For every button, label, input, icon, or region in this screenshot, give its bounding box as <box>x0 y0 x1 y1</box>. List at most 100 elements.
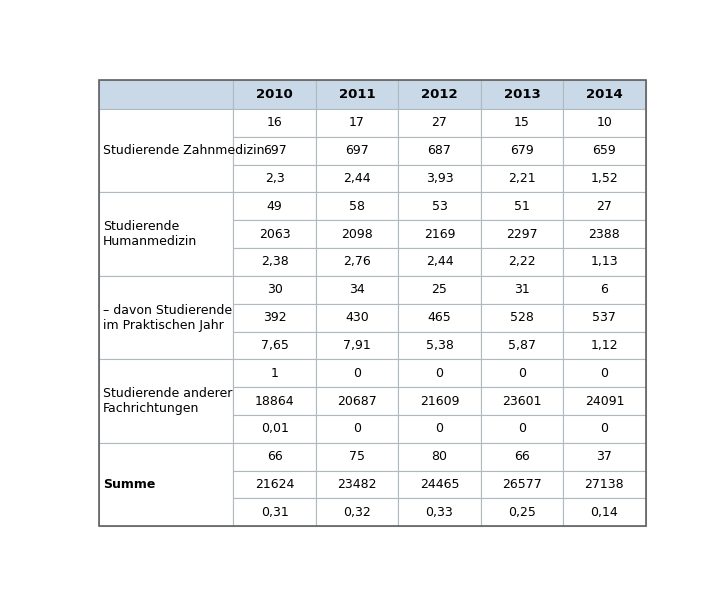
Bar <box>563 304 645 332</box>
Text: 2,3: 2,3 <box>265 172 285 185</box>
Text: 0,33: 0,33 <box>425 506 453 519</box>
Text: 0,14: 0,14 <box>590 506 619 519</box>
Text: 75: 75 <box>349 450 365 463</box>
Bar <box>481 443 563 470</box>
Bar <box>481 387 563 415</box>
Bar <box>399 109 481 137</box>
Text: 21609: 21609 <box>420 395 460 407</box>
Bar <box>316 80 399 109</box>
Bar <box>233 499 316 526</box>
Text: – davon Studierende
im Praktischen Jahr: – davon Studierende im Praktischen Jahr <box>103 304 232 332</box>
Text: 21624: 21624 <box>255 478 294 491</box>
Text: 0: 0 <box>436 422 444 436</box>
Text: 6: 6 <box>600 283 608 296</box>
Bar <box>99 109 233 193</box>
Text: 0: 0 <box>353 367 361 380</box>
Text: Studierende anderer
Fachrichtungen: Studierende anderer Fachrichtungen <box>103 387 232 415</box>
Bar <box>563 80 645 109</box>
Text: 20687: 20687 <box>337 395 377 407</box>
Bar <box>563 109 645 137</box>
Text: 34: 34 <box>349 283 365 296</box>
Text: 0: 0 <box>353 422 361 436</box>
Bar <box>233 443 316 470</box>
Bar <box>563 164 645 193</box>
Bar <box>563 276 645 304</box>
Text: 1,12: 1,12 <box>591 339 619 352</box>
Bar <box>233 304 316 332</box>
Text: 27: 27 <box>431 116 447 130</box>
Bar <box>399 193 481 220</box>
Text: 0: 0 <box>518 367 526 380</box>
Text: 659: 659 <box>592 144 616 157</box>
Text: 0,25: 0,25 <box>508 506 536 519</box>
Bar <box>316 470 399 499</box>
Text: 26577: 26577 <box>502 478 542 491</box>
Text: 31: 31 <box>514 283 530 296</box>
Bar <box>399 470 481 499</box>
Bar <box>399 359 481 387</box>
Text: 23482: 23482 <box>338 478 377 491</box>
Text: 5,87: 5,87 <box>508 339 536 352</box>
Bar <box>316 193 399 220</box>
Bar <box>481 80 563 109</box>
Bar <box>399 443 481 470</box>
Text: 27: 27 <box>597 200 612 213</box>
Text: 2014: 2014 <box>586 88 623 101</box>
Bar <box>316 304 399 332</box>
Text: 1,52: 1,52 <box>590 172 619 185</box>
Bar <box>399 276 481 304</box>
Text: 2,22: 2,22 <box>508 256 536 268</box>
Bar <box>99 80 233 109</box>
Bar <box>316 332 399 359</box>
Text: 0,01: 0,01 <box>261 422 288 436</box>
Bar <box>563 415 645 443</box>
Bar <box>399 80 481 109</box>
Bar <box>399 164 481 193</box>
Text: 687: 687 <box>428 144 452 157</box>
Text: 5,38: 5,38 <box>425 339 454 352</box>
Bar <box>316 443 399 470</box>
Bar <box>563 332 645 359</box>
Text: 0,32: 0,32 <box>343 506 371 519</box>
Bar <box>481 332 563 359</box>
Text: 2063: 2063 <box>258 227 290 241</box>
Bar <box>316 276 399 304</box>
Bar <box>233 137 316 164</box>
Bar <box>563 359 645 387</box>
Text: 2011: 2011 <box>339 88 375 101</box>
Bar <box>481 193 563 220</box>
Bar <box>233 109 316 137</box>
Bar <box>481 304 563 332</box>
Text: 392: 392 <box>263 311 286 324</box>
Bar <box>99 443 233 526</box>
Bar <box>481 137 563 164</box>
Bar <box>316 109 399 137</box>
Bar <box>233 415 316 443</box>
Text: 2013: 2013 <box>504 88 540 101</box>
Bar <box>99 193 233 276</box>
Text: 0,31: 0,31 <box>261 506 288 519</box>
Text: Studierende Zahnmedizin: Studierende Zahnmedizin <box>103 144 265 157</box>
Text: 15: 15 <box>514 116 530 130</box>
Text: 528: 528 <box>510 311 534 324</box>
Bar <box>563 137 645 164</box>
Text: 24091: 24091 <box>584 395 624 407</box>
Text: 430: 430 <box>345 311 369 324</box>
Text: 2,76: 2,76 <box>343 256 371 268</box>
Bar <box>481 220 563 248</box>
Bar <box>316 164 399 193</box>
Text: 2388: 2388 <box>589 227 620 241</box>
Bar <box>399 248 481 276</box>
Text: 2,38: 2,38 <box>261 256 288 268</box>
Text: 2,44: 2,44 <box>343 172 371 185</box>
Text: 66: 66 <box>266 450 282 463</box>
Text: 23601: 23601 <box>502 395 542 407</box>
Bar <box>233 276 316 304</box>
Text: 2,21: 2,21 <box>508 172 536 185</box>
Text: 7,65: 7,65 <box>261 339 288 352</box>
Bar <box>316 387 399 415</box>
Bar <box>563 248 645 276</box>
Bar <box>399 499 481 526</box>
Text: 49: 49 <box>266 200 282 213</box>
Bar <box>481 248 563 276</box>
